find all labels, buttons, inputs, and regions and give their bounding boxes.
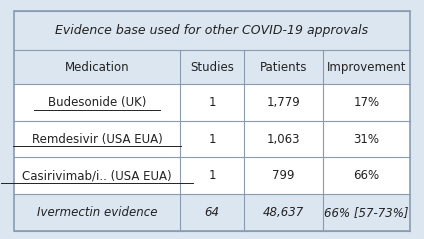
Text: Budesonide (UK): Budesonide (UK) (48, 96, 146, 109)
Text: Remdesivir (USA EUA): Remdesivir (USA EUA) (32, 133, 163, 146)
Text: Evidence base used for other COVID-19 approvals: Evidence base used for other COVID-19 ap… (56, 24, 368, 37)
Text: 1: 1 (208, 169, 216, 182)
Text: 1: 1 (208, 96, 216, 109)
Text: 64: 64 (204, 206, 220, 219)
Text: 1,063: 1,063 (267, 133, 300, 146)
Text: 48,637: 48,637 (263, 206, 304, 219)
Bar (14, 121, 410, 158)
Text: 17%: 17% (353, 96, 379, 109)
Bar (14, 11, 410, 50)
Text: 66% [57-73%]: 66% [57-73%] (324, 206, 409, 219)
Text: 66%: 66% (353, 169, 379, 182)
Bar (14, 158, 410, 194)
Text: Medication: Medication (65, 61, 130, 74)
Text: Patients: Patients (259, 61, 307, 74)
Text: 1: 1 (208, 133, 216, 146)
Text: 1,779: 1,779 (266, 96, 300, 109)
Text: Ivermectin evidence: Ivermectin evidence (37, 206, 157, 219)
Text: Casirivimab/i.. (USA EUA): Casirivimab/i.. (USA EUA) (22, 169, 172, 182)
Text: 799: 799 (272, 169, 295, 182)
Text: Improvement: Improvement (326, 61, 406, 74)
Bar (14, 84, 410, 121)
Text: 31%: 31% (354, 133, 379, 146)
Bar (14, 194, 410, 231)
Text: Studies: Studies (190, 61, 234, 74)
Bar (14, 50, 410, 84)
